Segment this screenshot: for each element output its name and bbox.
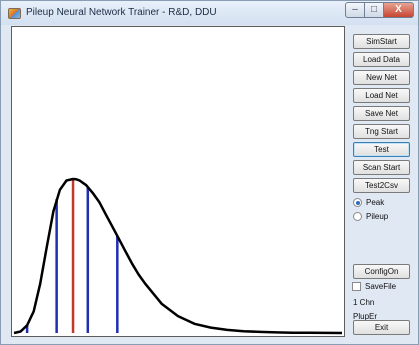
test2csv-button[interactable]: Test2Csv <box>353 178 410 193</box>
save-file-checkbox[interactable] <box>352 282 361 291</box>
title-bar[interactable]: Pileup Neural Network Trainer - R&D, DDU… <box>1 1 418 25</box>
minimize-button[interactable]: – <box>345 2 365 18</box>
save-net-button[interactable]: Save Net <box>353 106 410 121</box>
exit-button[interactable]: Exit <box>353 320 410 335</box>
pulse-plot <box>11 26 345 337</box>
window-title: Pileup Neural Network Trainer - R&D, DDU <box>26 7 217 18</box>
pileup-radio-label: Pileup <box>366 212 389 221</box>
save-file-label: SaveFile <box>365 282 397 291</box>
scan-start-button[interactable]: Scan Start <box>353 160 410 175</box>
app-icon <box>8 8 21 19</box>
tng-start-button[interactable]: Tng Start <box>353 124 410 139</box>
sim-start-button[interactable]: SimStart <box>353 34 410 49</box>
test-button[interactable]: Test <box>353 142 410 157</box>
load-net-button[interactable]: Load Net <box>353 88 410 103</box>
pileup-error-label: PlupEr <box>353 312 378 321</box>
channel-count-label: 1 Chn <box>353 298 375 307</box>
peak-radio[interactable] <box>353 198 362 207</box>
pulse-chart <box>13 177 343 335</box>
new-net-button[interactable]: New Net <box>353 70 410 85</box>
pileup-radio[interactable] <box>353 212 362 221</box>
maximize-button[interactable]: □ <box>364 2 384 18</box>
close-button[interactable]: X <box>383 2 414 18</box>
load-data-button[interactable]: Load Data <box>353 52 410 67</box>
config-on-button[interactable]: ConfigOn <box>353 264 410 279</box>
pulse-curve <box>13 177 343 335</box>
peak-radio-label: Peak <box>366 198 385 207</box>
